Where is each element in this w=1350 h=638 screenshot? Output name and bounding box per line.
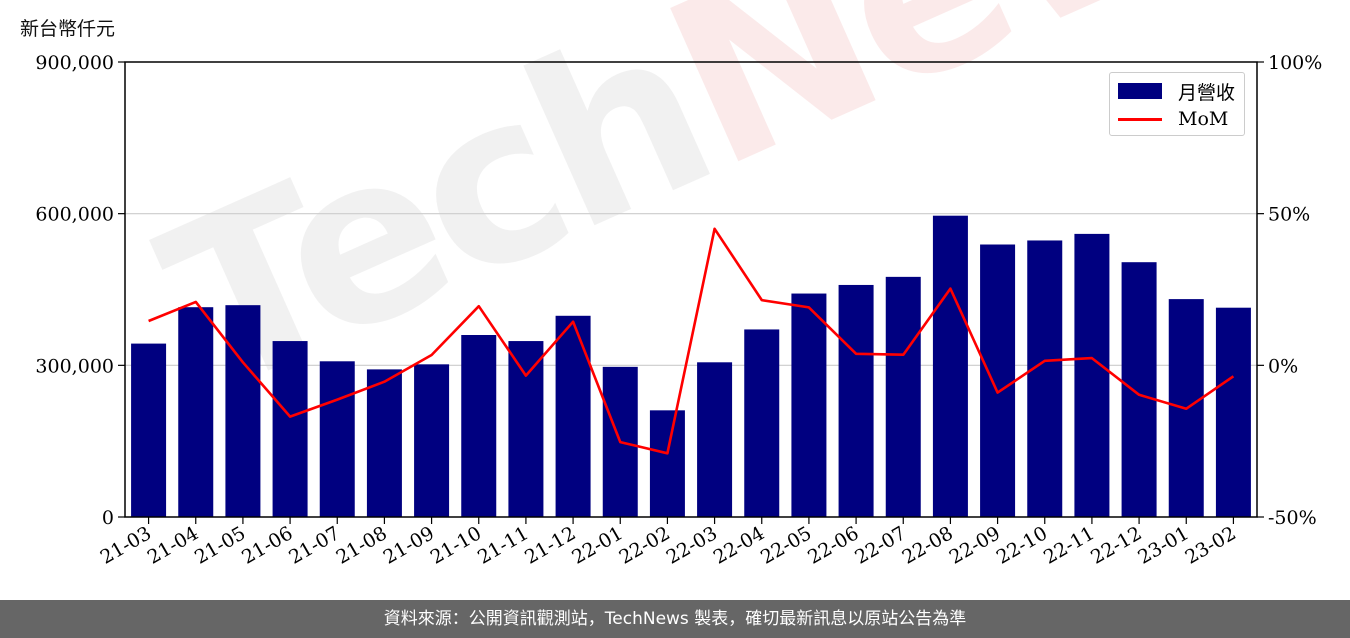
revenue-bar — [649, 410, 685, 517]
revenue-bars — [131, 215, 1251, 517]
revenue-bar — [131, 343, 167, 517]
x-tick-label: 22-01 — [568, 522, 626, 568]
revenue-bar — [319, 361, 355, 517]
revenue-bar — [838, 284, 874, 517]
x-tick-label: 21-11 — [474, 522, 532, 568]
y-left-tick-label: 0 — [102, 507, 114, 529]
revenue-bar — [1027, 240, 1063, 517]
x-tick-label: 21-08 — [332, 522, 390, 568]
revenue-bar — [414, 364, 450, 517]
mom-line — [148, 227, 1235, 455]
revenue-bar — [791, 293, 827, 517]
x-tick-label: 22-02 — [615, 522, 673, 568]
x-tick-label: 22-06 — [804, 522, 862, 568]
revenue-bar — [366, 369, 402, 517]
revenue-bar — [272, 341, 308, 517]
x-tick-label: 21-06 — [238, 522, 296, 568]
revenue-bar — [555, 315, 591, 517]
x-tick-label: 22-04 — [710, 522, 768, 568]
x-tick-label: 22-12 — [1087, 522, 1145, 568]
x-tick-label: 22-08 — [898, 522, 956, 568]
revenue-bar — [461, 335, 497, 517]
x-tick-label: 21-09 — [380, 522, 438, 568]
legend-label-revenue: 月營收 — [1178, 81, 1236, 104]
y-left-tick-label: 300,000 — [35, 355, 114, 377]
revenue-bar — [225, 305, 261, 517]
source-footer: 資料來源：公開資訊觀測站，TechNews 製表，確切最新訊息以原站公告為準 — [0, 600, 1350, 638]
revenue-bar — [697, 362, 733, 517]
chart-legend: 月營收 MoM — [1109, 72, 1245, 136]
revenue-bar — [508, 341, 544, 517]
revenue-bar — [932, 215, 968, 517]
revenue-bar — [1121, 262, 1157, 517]
grid-lines — [125, 213, 1257, 366]
plot-frame — [124, 61, 1258, 518]
y-right-tick-label: 0% — [1268, 355, 1298, 377]
y-right-tick-label: -50% — [1268, 507, 1317, 529]
legend-item-revenue: 月營收 — [1118, 78, 1235, 104]
x-tick-label: 22-05 — [757, 522, 815, 568]
x-tick-label: 23-02 — [1181, 522, 1239, 568]
revenue-bar — [178, 307, 214, 517]
x-tick-label: 22-10 — [993, 522, 1051, 568]
y-axis-unit-label: 新台幣仟元 — [20, 18, 116, 40]
revenue-bar — [1074, 233, 1110, 517]
legend-label-mom: MoM — [1178, 108, 1229, 130]
legend-item-mom: MoM — [1118, 106, 1228, 132]
x-tick-label: 21-10 — [427, 522, 485, 568]
legend-line-swatch — [1118, 117, 1162, 121]
x-tick-label: 21-04 — [144, 522, 202, 568]
y-left-tick-label: 900,000 — [35, 52, 114, 74]
revenue-bar — [885, 276, 921, 517]
y-left-tick-label: 600,000 — [35, 204, 114, 226]
x-tick-label: 22-07 — [851, 522, 909, 568]
x-tick-label: 21-12 — [521, 522, 579, 568]
revenue-chart: 0 300,000 600,000 900,000 -50% 0% 50% 100% 21-03… — [35, 52, 1322, 569]
x-tick-label: 22-03 — [663, 522, 721, 568]
y-right-tick-label: 50% — [1268, 204, 1310, 226]
mom-line-series — [148, 227, 1235, 455]
x-tick-label: 22-09 — [946, 522, 1004, 568]
x-tick-label: 22-11 — [1040, 522, 1098, 568]
revenue-bar — [744, 329, 780, 517]
y-right-tick-label: 100% — [1268, 52, 1322, 74]
revenue-bar — [980, 244, 1016, 517]
x-tick-label: 21-05 — [191, 522, 249, 568]
x-tick-label: 23-01 — [1134, 522, 1192, 568]
x-tick-label: 21-03 — [97, 522, 155, 568]
revenue-bar — [1215, 307, 1251, 517]
x-tick-label: 21-07 — [285, 522, 343, 568]
legend-bar-swatch — [1118, 83, 1162, 99]
